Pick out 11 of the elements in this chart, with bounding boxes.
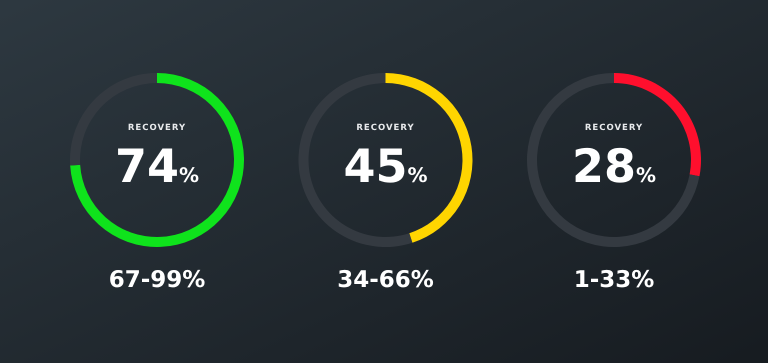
text: 74% (114, 139, 200, 193)
text: RECOVERY (356, 123, 415, 133)
text: 34-66% (337, 267, 434, 293)
text: RECOVERY (584, 123, 644, 133)
text: 1-33% (574, 267, 654, 293)
text: 45% (343, 139, 428, 193)
text: 67-99% (108, 267, 206, 293)
donut-slice (527, 73, 700, 247)
text: RECOVERY (128, 123, 186, 133)
text: 28% (572, 139, 656, 193)
donut-slice (70, 73, 244, 247)
